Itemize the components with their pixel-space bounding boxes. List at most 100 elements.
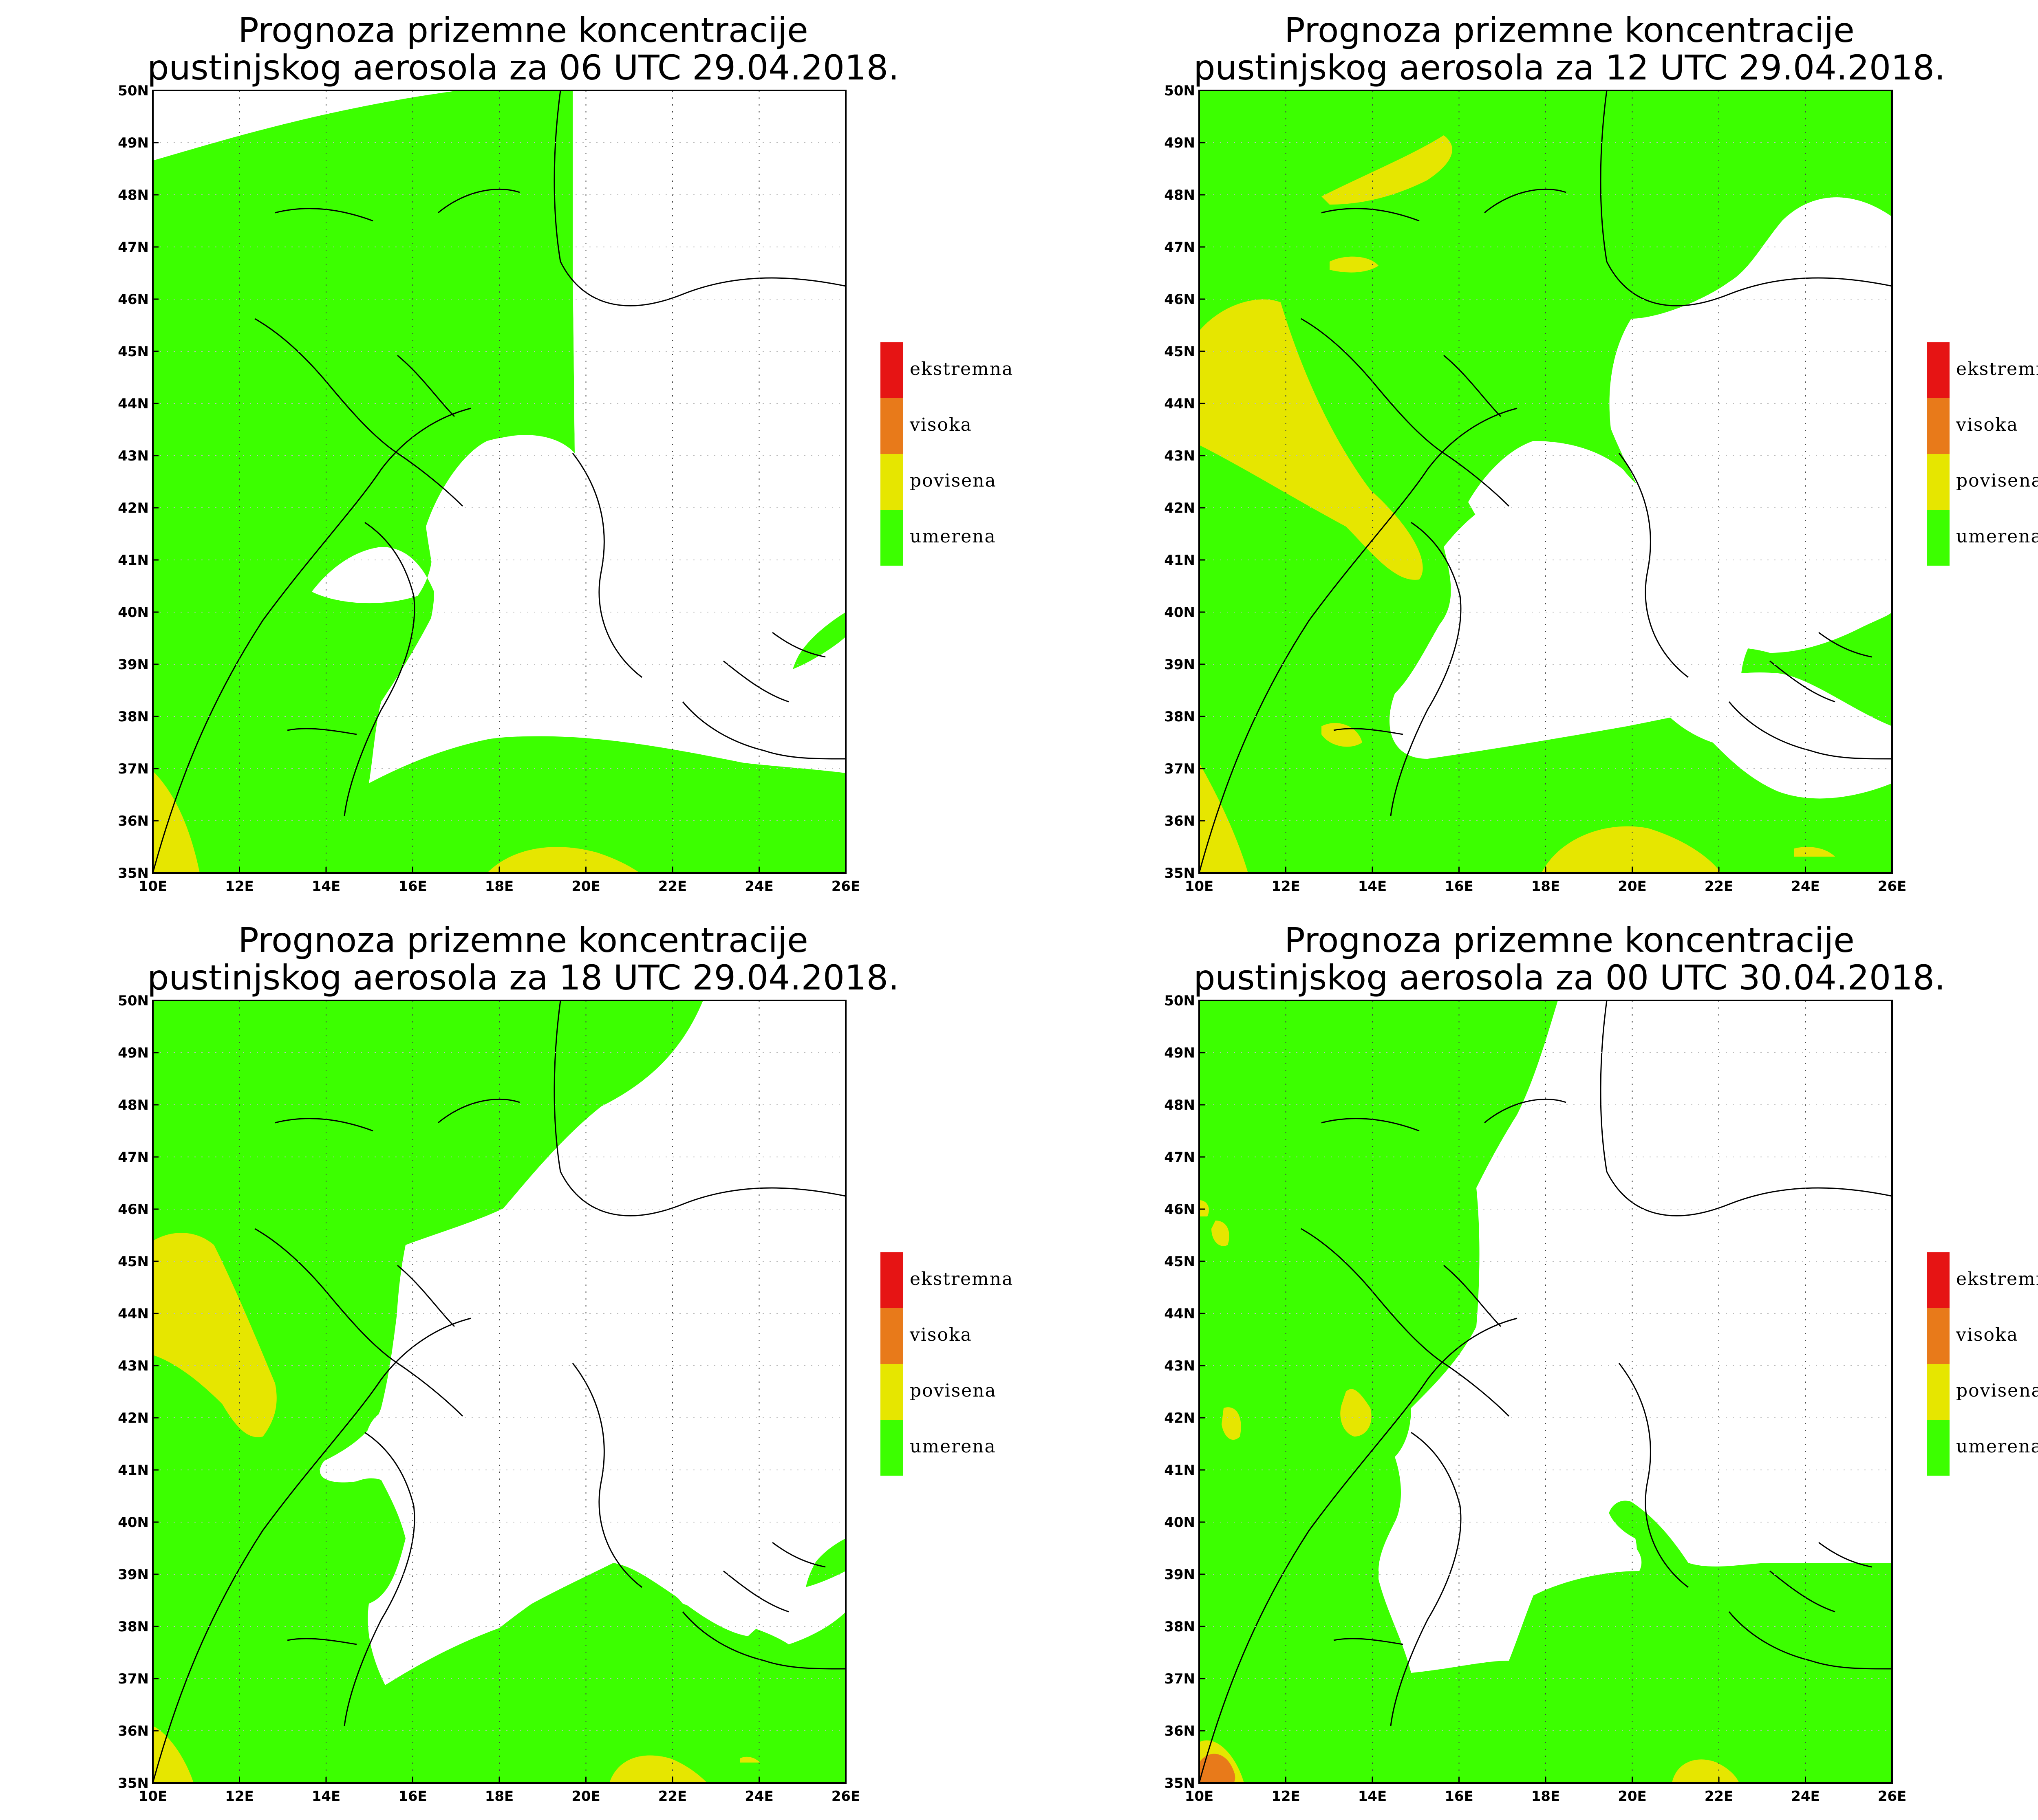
latitude-labels: 50N 49N 48N 47N 46N 45N 44N 43N 42N 41N 40N 39N 38N 3… xyxy=(1164,993,1205,1791)
legend-label-umerena: umerena xyxy=(910,1436,996,1457)
lat-tick-label: 39N xyxy=(1164,657,1195,673)
lon-tick-label: 26E xyxy=(832,878,860,895)
legend-swatch-visoka xyxy=(1927,398,1950,454)
forecast-map: 50N 49N 48N 47N 46N 45N 44N 43N 42N 41N 40N 39N 38N 3… xyxy=(118,83,860,895)
povisena-patch-south xyxy=(1542,826,1721,873)
legend-swatch-visoka xyxy=(880,398,903,454)
lat-tick-label: 45N xyxy=(1164,344,1195,360)
povisena-band-adriatic xyxy=(1199,299,1423,580)
lat-tick-label: 44N xyxy=(118,1306,149,1322)
longitude-labels: 10E 12E 14E 16E 18E 20E 22E 24E 26E xyxy=(139,867,860,895)
lat-tick-label: 40N xyxy=(1164,1514,1195,1531)
legend-swatch-umerena xyxy=(880,510,903,566)
legend-swatch-ekstremna xyxy=(880,1252,903,1308)
coastlines-borders xyxy=(1198,1000,1892,1783)
umerena-field xyxy=(153,1000,846,1783)
lon-tick-label: 20E xyxy=(1618,1788,1647,1805)
panel-title: Prognoza prizemne koncentracije pustinjs… xyxy=(0,11,1046,86)
lat-tick-label: 38N xyxy=(1164,1619,1195,1635)
lat-tick-label: 38N xyxy=(118,1619,149,1635)
title-line-2: pustinjskog aerosola za 18 UTC 29.04.201… xyxy=(147,958,899,998)
panel-title: Prognoza prizemne koncentracije pustinjs… xyxy=(0,921,1046,996)
povisena-patch-sw xyxy=(1199,763,1248,873)
lat-tick-label: 39N xyxy=(118,657,149,673)
grid-lines xyxy=(153,90,846,873)
map-panel-18utc: Prognoza prizemne koncentracije pustinjs… xyxy=(0,910,1046,1820)
umerena-field xyxy=(1199,1000,1892,1783)
lat-tick-label: 42N xyxy=(1164,500,1195,516)
povisena-patch-sw xyxy=(153,1726,194,1783)
panel-title: Prognoza prizemne koncentracije pustinjs… xyxy=(1046,11,2038,86)
lat-tick-label: 40N xyxy=(118,1514,149,1531)
legend-label-povisena: povisena xyxy=(910,470,997,491)
map-panel-12utc: Prognoza prizemne koncentracije pustinjs… xyxy=(1046,0,2038,910)
latitude-labels: 50N 49N 48N 47N 46N 45N 44N 43N 42N 41N 40N 39N 38N 3… xyxy=(1164,83,1205,881)
lat-tick-label: 35N xyxy=(1164,1775,1195,1791)
grid-lines xyxy=(1199,90,1892,873)
lat-tick-label: 50N xyxy=(1164,83,1195,99)
legend-label-povisena: povisena xyxy=(910,1380,997,1401)
longitude-labels: 10E 12E 14E 16E 18E 20E 22E 24E 26E xyxy=(1185,1777,1906,1805)
povisena-patch-w1 xyxy=(1211,1221,1229,1246)
lat-tick-label: 41N xyxy=(1164,1462,1195,1478)
lat-tick-label: 37N xyxy=(118,761,149,777)
legend-swatch-umerena xyxy=(1927,1420,1950,1476)
legend-swatch-umerena xyxy=(1927,510,1950,566)
forecast-map: 50N 49N 48N 47N 46N 45N 44N 43N 42N 41N 40N 39N 38N 3… xyxy=(118,993,860,1805)
lon-tick-label: 10E xyxy=(139,1788,168,1805)
lat-tick-label: 49N xyxy=(118,135,149,151)
povisena-patch-sw xyxy=(153,771,200,873)
map-panel-06utc: Prognoza prizemne koncentracije pustinjs… xyxy=(0,0,1046,910)
title-line-1: Prognoza prizemne koncentracije xyxy=(1284,10,1855,50)
clean-area xyxy=(1452,197,1892,799)
lon-tick-label: 22E xyxy=(1705,1788,1734,1805)
lon-tick-label: 22E xyxy=(1705,878,1734,895)
legend-swatch-povisena xyxy=(1927,1364,1950,1420)
longitude-labels: 10E 12E 14E 16E 18E 20E 22E 24E 26E xyxy=(139,1777,860,1805)
legend-swatch-visoka xyxy=(880,1308,903,1364)
povisena-patch-north xyxy=(1321,135,1452,205)
grid-lines xyxy=(153,1000,846,1783)
povisena-patch-nw xyxy=(1199,1200,1209,1216)
lon-tick-label: 24E xyxy=(1791,1788,1820,1805)
lon-tick-label: 24E xyxy=(745,878,774,895)
legend-label-umerena: umerena xyxy=(1956,1436,2038,1457)
povisena-patch-south xyxy=(487,847,640,873)
lon-tick-label: 20E xyxy=(571,878,600,895)
lat-tick-label: 45N xyxy=(118,1254,149,1270)
lat-tick-label: 46N xyxy=(118,1201,149,1218)
lat-tick-label: 46N xyxy=(1164,1201,1195,1218)
lon-tick-label: 16E xyxy=(398,1788,427,1805)
longitude-labels: 10E 12E 14E 16E 18E 20E 22E 24E 26E xyxy=(1185,867,1907,895)
legend-label-visoka: visoka xyxy=(910,1324,972,1345)
lat-tick-label: 35N xyxy=(118,1775,149,1791)
lon-tick-label: 10E xyxy=(1185,1788,1214,1805)
lat-tick-label: 38N xyxy=(118,709,149,725)
lat-tick-label: 36N xyxy=(1164,813,1195,829)
lon-tick-label: 14E xyxy=(312,878,341,895)
lat-tick-label: 48N xyxy=(118,1097,149,1113)
legend-label-visoka: visoka xyxy=(1956,1324,2018,1345)
lat-tick-label: 50N xyxy=(1164,993,1195,1009)
lon-tick-label: 14E xyxy=(1358,878,1387,895)
legend-swatch-visoka xyxy=(1927,1308,1950,1364)
lon-tick-label: 18E xyxy=(1531,1788,1560,1805)
lat-tick-label: 48N xyxy=(1164,187,1195,203)
concentration-fields xyxy=(153,1000,846,1783)
lat-tick-label: 42N xyxy=(118,1410,149,1426)
lat-tick-label: 36N xyxy=(118,813,149,829)
lon-tick-label: 26E xyxy=(1878,878,1907,895)
legend-label-ekstremna: ekstremna xyxy=(1956,1269,2038,1289)
lat-tick-label: 49N xyxy=(1164,1045,1195,1061)
lat-tick-label: 35N xyxy=(118,865,149,881)
lat-tick-label: 37N xyxy=(1164,1671,1195,1687)
title-line-2: pustinjskog aerosola za 00 UTC 30.04.201… xyxy=(1193,958,1945,998)
title-line-2: pustinjskog aerosola za 06 UTC 29.04.201… xyxy=(147,48,899,88)
lon-tick-label: 22E xyxy=(658,1788,687,1805)
povisena-band-adriatic xyxy=(153,1233,277,1437)
grid-lines xyxy=(1199,1000,1892,1783)
legend-label-povisena: povisena xyxy=(1956,1380,2038,1401)
lat-tick-label: 39N xyxy=(118,1567,149,1583)
lat-tick-label: 43N xyxy=(118,1358,149,1374)
lat-tick-label: 48N xyxy=(118,187,149,203)
